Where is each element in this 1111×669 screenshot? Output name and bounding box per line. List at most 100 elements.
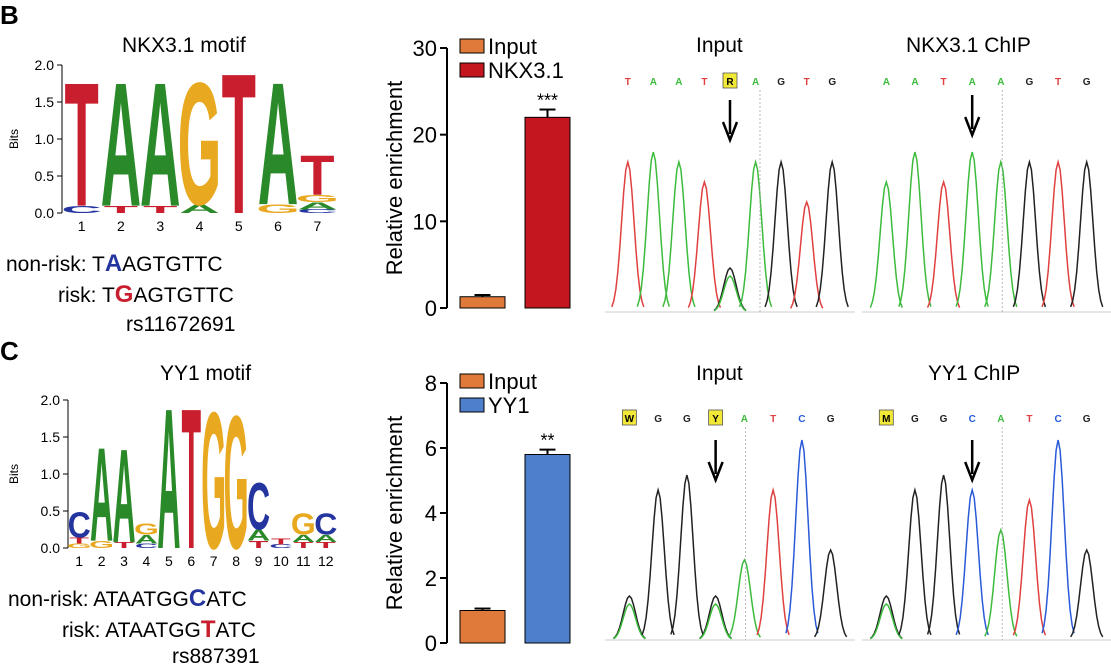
base-call: A: [911, 77, 918, 88]
y-tick-label: 8: [425, 371, 437, 396]
base-call: W: [625, 414, 635, 425]
base-call: T: [1026, 414, 1032, 425]
chromatogram-c-left-title: Input: [696, 362, 743, 385]
trace-peak: [662, 159, 696, 308]
trace-peak: [612, 594, 646, 640]
trace-peak: [611, 159, 645, 308]
trace-peak: [984, 527, 1018, 637]
logo-letter-T: T: [182, 390, 202, 575]
trace-peak: [670, 474, 704, 635]
logo-letter-G: G: [178, 55, 222, 240]
base-call: T: [701, 77, 707, 88]
base-call: M: [882, 414, 890, 425]
risk-allele: G: [114, 281, 134, 308]
logo-letter-A: A: [247, 527, 270, 544]
trace-peak: [926, 474, 961, 635]
position-label: 6: [187, 553, 195, 569]
arrow-down-icon: [707, 461, 724, 484]
logo-letter-G: G: [89, 539, 114, 551]
non-risk-label: non-risk:: [8, 588, 89, 611]
logo-letter-G: G: [296, 192, 340, 204]
logo-letter-T: T: [104, 204, 139, 216]
logo-letter-C: C: [61, 204, 102, 216]
logo-letter-G: G: [256, 202, 300, 216]
position-label: 7: [210, 553, 218, 569]
trace-peak: [869, 179, 904, 308]
base-call: T: [770, 414, 776, 425]
trace-peak: [1012, 497, 1047, 636]
y-tick-label: 6: [425, 436, 437, 461]
base-call: A: [997, 414, 1004, 425]
logo-letter-T: T: [300, 143, 334, 206]
trace-peak: [898, 151, 932, 307]
y-tick-label: 1.5: [41, 429, 61, 445]
base-call: A: [883, 77, 890, 88]
ambiguous-base-highlight: [722, 72, 738, 89]
logo-letter-T: T: [271, 537, 292, 546]
logo-letter-G: G: [224, 390, 249, 575]
logo-letter-T: T: [249, 539, 269, 551]
trace-peak: [699, 594, 733, 640]
significance-stars: ***: [537, 91, 558, 111]
base-call: G: [654, 414, 662, 425]
position-label: 6: [274, 218, 282, 234]
legend-swatch: [459, 62, 485, 78]
y-tick-label: 1.0: [35, 131, 55, 147]
logo-letter-G: G: [134, 521, 159, 538]
logo-letter-T: T: [222, 55, 256, 240]
base-call: A: [741, 414, 748, 425]
legend-label: Input: [488, 34, 537, 59]
trace-peak: [641, 487, 675, 636]
non-risk-allele: C: [188, 585, 207, 612]
trace-peak: [1069, 159, 1104, 308]
non-risk-label: non-risk:: [6, 253, 87, 276]
y-tick-label: 0: [425, 631, 437, 656]
logo-letter-A: A: [140, 55, 181, 240]
base-call: T: [804, 77, 810, 88]
base-call: A: [969, 77, 976, 88]
arrow-down-icon: [964, 116, 981, 139]
panel-c-label: C: [0, 336, 19, 366]
y-axis-label: Relative enrichment: [382, 81, 407, 275]
y-tick-label: 30: [413, 36, 437, 61]
trace-peak: [898, 487, 932, 636]
base-call: R: [726, 77, 734, 88]
logo-letter-A: A: [157, 390, 180, 575]
chromatogram-c-right-title: YY1 ChIP: [928, 362, 1021, 385]
base-call: C: [969, 414, 976, 425]
logo-letter-T: T: [65, 55, 99, 240]
logo-letter-C: C: [314, 507, 337, 541]
y-tick-label: 0.0: [35, 205, 55, 221]
position-label: 9: [255, 553, 263, 569]
y-axis-label: Relative enrichment: [382, 416, 407, 610]
nkx31-risk-sequence: risk: TGAGTGTTC: [58, 281, 318, 309]
risk-prefix: ATAATGG: [105, 619, 201, 642]
position-label: 1: [75, 553, 83, 569]
logo-letter-T: T: [143, 204, 178, 216]
trace-peak: [687, 179, 722, 308]
base-call: G: [1083, 77, 1091, 88]
logo-letter-A: A: [258, 55, 299, 240]
logo-letter-C: C: [297, 208, 338, 214]
y-tick-label: 2.0: [41, 392, 61, 408]
risk-suffix: AGTGTTC: [133, 284, 234, 307]
position-label: 3: [120, 553, 128, 569]
trace-peak: [764, 159, 798, 308]
bar-nkx31: [524, 116, 571, 309]
trace-peak: [612, 602, 646, 640]
y-tick-label: 10: [413, 209, 437, 234]
non-risk-prefix: ATAATGG: [93, 588, 189, 611]
base-call: G: [911, 414, 919, 425]
yy1-motif-title: YY1 motif: [160, 362, 252, 385]
logo-letter-T: T: [294, 541, 315, 550]
logo-letter-A: A: [135, 533, 158, 547]
base-call: C: [798, 414, 805, 425]
base-call: T: [941, 77, 947, 88]
legend-swatch: [459, 397, 485, 413]
trace-peak: [699, 602, 733, 640]
panel-b-label: B: [0, 0, 19, 30]
